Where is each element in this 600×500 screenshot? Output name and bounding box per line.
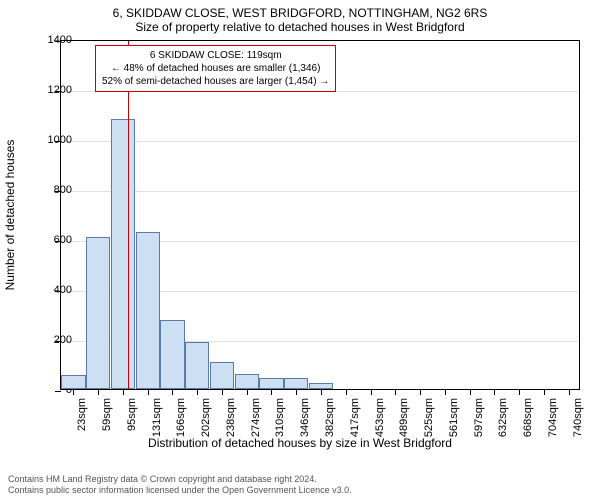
x-tick: [321, 389, 322, 395]
x-tick-label: 166sqm: [175, 398, 187, 437]
y-tick-label: 1400: [48, 34, 72, 46]
x-tick: [569, 389, 570, 395]
x-tick: [519, 389, 520, 395]
gridline: [61, 191, 579, 192]
x-tick-label: 417sqm: [349, 398, 361, 437]
x-tick: [247, 389, 248, 395]
y-tick-label: 400: [54, 284, 72, 296]
x-tick: [371, 389, 372, 395]
chart-container: 6, SKIDDAW CLOSE, WEST BRIDGFORD, NOTTIN…: [0, 0, 600, 500]
x-tick-label: 131sqm: [151, 398, 163, 437]
x-tick: [271, 389, 272, 395]
chart-title-line1: 6, SKIDDAW CLOSE, WEST BRIDGFORD, NOTTIN…: [0, 0, 600, 20]
x-tick-label: 95sqm: [126, 398, 138, 431]
x-tick-label: 740sqm: [572, 398, 584, 437]
x-tick-label: 346sqm: [299, 398, 311, 437]
x-tick: [346, 389, 347, 395]
y-tick: [55, 391, 61, 392]
x-tick-label: 23sqm: [76, 398, 88, 431]
x-tick-label: 668sqm: [522, 398, 534, 437]
histogram-bar: [136, 232, 160, 390]
x-tick-label: 274sqm: [250, 398, 262, 437]
x-tick: [445, 389, 446, 395]
x-tick-label: 597sqm: [473, 398, 485, 437]
x-tick: [494, 389, 495, 395]
x-tick-label: 382sqm: [324, 398, 336, 437]
x-tick-label: 202sqm: [200, 398, 212, 437]
x-tick: [222, 389, 223, 395]
histogram-bar: [61, 375, 85, 389]
histogram-bar: [210, 362, 234, 390]
x-tick: [123, 389, 124, 395]
x-tick-label: 59sqm: [101, 398, 113, 431]
x-tick-label: 561sqm: [448, 398, 460, 437]
histogram-bar: [86, 237, 110, 390]
y-tick-label: 800: [54, 184, 72, 196]
histogram-bar: [284, 378, 308, 389]
x-tick: [148, 389, 149, 395]
annotation-box: 6 SKIDDAW CLOSE: 119sqm ← 48% of detache…: [95, 45, 336, 92]
x-tick-label: 632sqm: [497, 398, 509, 437]
x-tick: [172, 389, 173, 395]
y-tick-label: 1200: [48, 84, 72, 96]
x-tick: [296, 389, 297, 395]
x-tick: [544, 389, 545, 395]
y-tick-label: 200: [54, 334, 72, 346]
x-tick-label: 704sqm: [547, 398, 559, 437]
histogram-bar: [309, 383, 333, 389]
footer-line1: Contains HM Land Registry data © Crown c…: [8, 474, 352, 485]
y-tick-label: 600: [54, 234, 72, 246]
annotation-line3: 52% of semi-detached houses are larger (…: [102, 75, 329, 88]
x-tick-label: 525sqm: [423, 398, 435, 437]
footer: Contains HM Land Registry data © Crown c…: [8, 474, 352, 496]
y-tick-label: 1000: [48, 134, 72, 146]
x-tick-label: 489sqm: [398, 398, 410, 437]
histogram-bar: [160, 320, 184, 389]
x-tick-label: 310sqm: [274, 398, 286, 437]
chart-title-line2: Size of property relative to detached ho…: [0, 20, 600, 40]
x-tick: [395, 389, 396, 395]
x-tick: [420, 389, 421, 395]
x-tick: [73, 389, 74, 395]
footer-line2: Contains public sector information licen…: [8, 485, 352, 496]
x-tick: [98, 389, 99, 395]
x-tick-label: 238sqm: [225, 398, 237, 437]
annotation-line1: 6 SKIDDAW CLOSE: 119sqm: [102, 49, 329, 62]
histogram-bar: [235, 374, 259, 389]
annotation-line2: ← 48% of detached houses are smaller (1,…: [102, 62, 329, 75]
x-tick: [197, 389, 198, 395]
plot-area: [60, 40, 580, 390]
x-tick-label: 453sqm: [374, 398, 386, 437]
x-tick: [470, 389, 471, 395]
bars-group: [61, 41, 579, 389]
gridline: [61, 141, 579, 142]
x-axis-label: Distribution of detached houses by size …: [0, 436, 600, 450]
marker-line: [128, 41, 129, 389]
histogram-bar: [259, 378, 283, 389]
histogram-bar: [185, 342, 209, 390]
histogram-bar: [111, 119, 135, 389]
y-axis-label: Number of detached houses: [3, 140, 17, 291]
